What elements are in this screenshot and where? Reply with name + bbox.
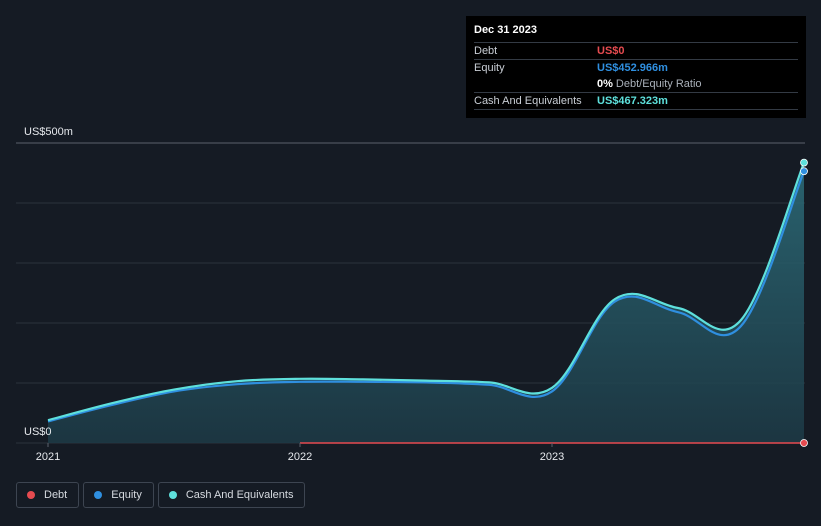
legend-cash-label: Cash And Equivalents [185,489,294,501]
legend-equity-label: Equity [111,489,142,501]
y-axis-top-label: US$500m [24,126,73,138]
legend-debt-dot-icon [27,491,35,499]
tooltip-row-equity: Equity US$452.966m [474,59,798,76]
x-tick-label: 2023 [540,451,564,463]
tooltip-equity-label: Equity [474,62,505,74]
legend-item-cash[interactable]: Cash And Equivalents [157,482,306,508]
x-axis-ticks: 2021 2022 2023 [36,443,564,463]
tooltip-equity-value: US$452.966m [597,62,668,74]
cash-area-fill [48,162,804,443]
x-tick-label: 2021 [36,451,60,463]
chart-legend: Debt Equity Cash And Equivalents [16,482,306,508]
tooltip-row-cash: Cash And Equivalents US$467.323m [474,92,798,109]
tooltip-date: Dec 31 2023 [474,24,537,36]
tooltip-panel: Dec 31 2023 Debt US$0 Equity US$452.966m… [466,16,806,118]
debt-end-point [800,439,808,447]
legend-item-debt[interactable]: Debt [16,482,80,508]
tooltip-row-debt: Debt US$0 [474,42,798,59]
tooltip-cash-label: Cash And Equivalents [474,95,582,107]
y-axis-bottom-label: US$0 [24,426,52,438]
tooltip-cash-value: US$467.323m [597,95,668,107]
tooltip-row-ratio: 0% Debt/Equity Ratio [474,76,798,92]
tooltip-ratio-value: 0% [597,78,613,90]
x-tick-label: 2022 [288,451,312,463]
tooltip-ratio-label: Debt/Equity Ratio [615,78,702,90]
chart-marks [47,158,808,447]
tooltip-debt-value: US$0 [597,45,625,57]
legend-debt-label: Debt [44,489,68,501]
tooltip-debt-label: Debt [474,45,498,57]
equity-series-line [47,170,806,423]
equity-end-point [800,167,808,176]
legend-item-equity[interactable]: Equity [83,482,154,508]
cash-end-point [800,158,808,167]
cash-series-line [47,162,806,422]
legend-cash-dot-icon [168,491,177,499]
legend-equity-dot-icon [94,491,103,499]
